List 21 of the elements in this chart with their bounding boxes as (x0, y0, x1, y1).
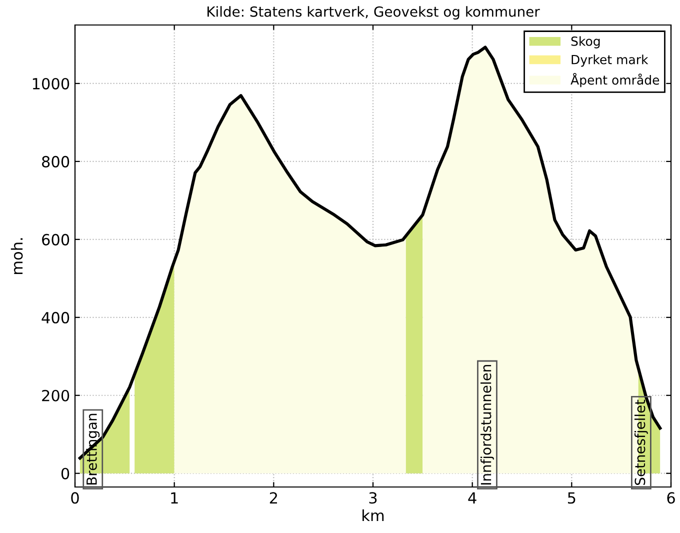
y-tick-label: 1000 (32, 78, 70, 90)
x-tick-label: 4 (468, 492, 476, 504)
legend-label: Dyrket mark (572, 54, 648, 67)
x-tick-label: 5 (568, 492, 576, 504)
legend-label: Skog (571, 36, 600, 48)
y-tick-label: 200 (42, 390, 70, 402)
y-tick-label: 400 (42, 312, 70, 324)
annotation: Innfjordstunnelen (480, 364, 494, 484)
x-tick-label: 3 (369, 492, 377, 504)
x-tick-label: 0 (71, 492, 79, 504)
annotation: Setnesfjellet (634, 400, 648, 485)
x-tick-label: 1 (171, 492, 178, 504)
y-tick-label: 0 (61, 468, 70, 480)
y-tick-label: 600 (42, 234, 70, 246)
chart-title: Kilde: Statens kartverk, Geovekst og kommuner (208, 6, 540, 20)
legend-label: Åpent område (570, 72, 660, 88)
x-axis-title: km (362, 509, 384, 522)
y-axis-title: moh. (10, 238, 23, 274)
y-tick-label: 800 (42, 156, 70, 168)
x-tick-label: 6 (667, 492, 675, 504)
x-tick-label: 2 (270, 492, 277, 504)
